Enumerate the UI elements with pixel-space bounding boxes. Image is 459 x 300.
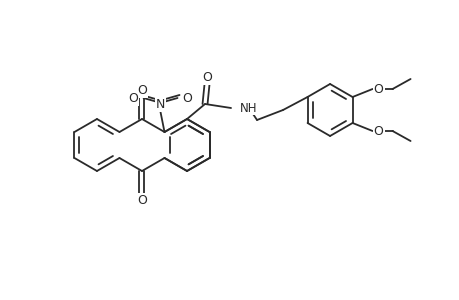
Text: O: O	[373, 82, 383, 95]
Text: O: O	[202, 70, 212, 83]
Text: O: O	[137, 83, 146, 97]
Text: NH: NH	[240, 101, 257, 115]
Text: O: O	[373, 124, 383, 137]
Text: O: O	[182, 92, 192, 104]
Text: N: N	[156, 98, 165, 110]
Text: O: O	[137, 194, 146, 206]
Text: O: O	[129, 92, 138, 104]
